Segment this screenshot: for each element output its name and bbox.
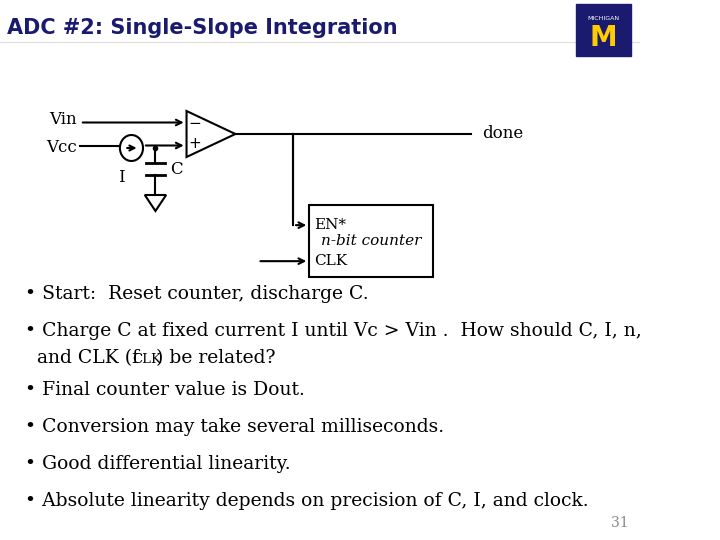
Text: • Final counter value is Dout.: • Final counter value is Dout. (25, 381, 305, 399)
Text: • Good differential linearity.: • Good differential linearity. (25, 455, 290, 473)
Text: done: done (482, 125, 523, 143)
Text: 31: 31 (611, 516, 629, 530)
Text: ADC #2: Single-Slope Integration: ADC #2: Single-Slope Integration (7, 18, 397, 38)
Text: CLK: CLK (132, 353, 161, 366)
Text: • Conversion may take several milliseconds.: • Conversion may take several millisecon… (25, 418, 444, 436)
Text: C: C (170, 160, 182, 178)
Text: • Absolute linearity depends on precision of C, I, and clock.: • Absolute linearity depends on precisio… (25, 492, 588, 510)
Text: • Start:  Reset counter, discharge C.: • Start: Reset counter, discharge C. (25, 285, 369, 303)
Text: M: M (589, 24, 617, 52)
Text: ) be related?: ) be related? (156, 349, 276, 367)
Text: I: I (118, 169, 125, 186)
Bar (309, 205, 433, 277)
Text: −: − (188, 117, 201, 132)
Text: Vcc: Vcc (47, 139, 77, 157)
Text: CLK: CLK (315, 254, 348, 268)
Text: • Charge C at fixed current I until Vc > Vin .  How should C, I, n,: • Charge C at fixed current I until Vc >… (25, 322, 642, 340)
Text: Vin: Vin (50, 111, 77, 129)
Text: +: + (188, 137, 201, 152)
Text: EN*: EN* (315, 218, 346, 232)
Text: and CLK (f: and CLK (f (37, 349, 139, 367)
Text: n-bit counter: n-bit counter (321, 234, 421, 248)
Text: MICHIGAN: MICHIGAN (587, 16, 619, 21)
Bar (575, 4, 631, 56)
